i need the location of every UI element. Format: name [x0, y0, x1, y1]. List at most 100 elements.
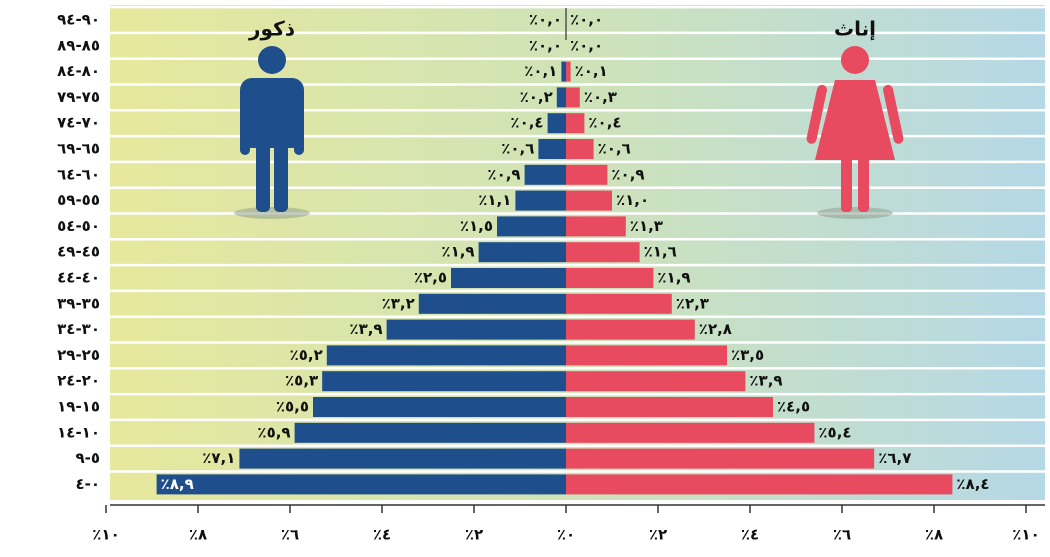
value-label: ٪١,٥ [460, 217, 493, 235]
value-label: ٪٧,١ [202, 449, 235, 467]
age-label: ٨٤-٨٠ [57, 62, 100, 80]
bar [566, 371, 746, 392]
bar [313, 397, 566, 417]
bar [566, 139, 594, 159]
x-tick-label: ٪٨ [189, 526, 207, 544]
age-label: ٥٩-٥٥ [57, 191, 100, 209]
age-label: ٩٤-٩٠ [57, 11, 100, 29]
value-label: ٪١,٣ [630, 217, 663, 235]
value-label: ٪٠,١ [524, 62, 557, 80]
age-label: ٧٩-٧٥ [57, 88, 100, 106]
bar [566, 216, 626, 237]
bar [566, 268, 654, 288]
value-label: ٪٠,٩ [487, 165, 520, 183]
x-tick-label: ٪٤ [373, 526, 391, 544]
bar [326, 345, 566, 366]
bar [478, 242, 566, 263]
value-label: ٪٣,٢ [382, 294, 415, 312]
x-tick-label: ٪٤ [741, 526, 759, 544]
bar [497, 216, 566, 237]
age-label: ٩-٥ [75, 449, 100, 467]
male-icon [234, 46, 310, 219]
x-tick-label: ٪١٠ [92, 526, 119, 544]
value-label: ٪٥,٣ [285, 372, 318, 390]
bar [556, 87, 566, 108]
age-label: ٤٤-٤٠ [57, 269, 100, 287]
age-label: ٨٩-٨٥ [57, 36, 100, 54]
value-label: ٪٣,٩ [749, 372, 782, 390]
bar [566, 319, 695, 340]
value-label: ٪٦,٧ [878, 449, 911, 467]
bar [156, 474, 566, 495]
value-label: ٪٠,٤ [510, 114, 543, 132]
value-label: ٪٠,٣ [584, 88, 617, 106]
bar [451, 268, 566, 288]
value-label: ٪٠,٦ [598, 140, 631, 158]
value-label: ٪٥,٤ [818, 423, 851, 441]
x-tick-label: ٪٦ [281, 526, 299, 544]
bar [566, 164, 608, 185]
bar [566, 345, 727, 366]
value-label: ٪١,٩ [657, 269, 690, 287]
age-label: ٢٤-٢٠ [57, 372, 100, 390]
bar [239, 448, 566, 469]
bar [294, 422, 566, 443]
age-label: ١٩-١٥ [57, 398, 100, 416]
female-title: إناث [834, 17, 876, 41]
female-icon [806, 46, 904, 219]
value-label: ٪٠,٠ [570, 11, 603, 29]
x-tick-label: ٪٠ [557, 526, 575, 544]
bar [566, 422, 815, 443]
bar [547, 113, 566, 134]
x-tick-label: ٪١٠ [1012, 526, 1039, 544]
bar [515, 190, 566, 211]
age-label: ٣٤-٣٠ [57, 320, 100, 338]
bar [566, 242, 640, 263]
age-label: ٦٩-٦٥ [57, 140, 100, 158]
bar [566, 293, 672, 314]
value-label: ٪١,١ [478, 191, 511, 209]
value-label: ٪٠,١ [575, 62, 608, 80]
value-label: ٪٠,٠ [529, 11, 562, 29]
value-label: ٪٠,٢ [520, 88, 553, 106]
bar [566, 448, 875, 469]
value-label: ٪٨,٩ [161, 475, 194, 493]
x-tick-label: ٪٢ [649, 526, 667, 544]
x-tick-label: ٪٢ [465, 526, 483, 544]
value-label: ٪٠,٤ [588, 114, 621, 132]
value-label: ٪٥,٩ [257, 423, 290, 441]
value-label: ٪٨,٤ [956, 475, 989, 493]
age-label: ١٤-١٠ [57, 423, 100, 441]
bar [322, 371, 566, 392]
bar [566, 87, 580, 108]
age-label: ٦٤-٦٠ [57, 165, 100, 183]
age-label: ٥٤-٥٠ [57, 217, 100, 235]
value-label: ٪١,٦ [644, 243, 677, 261]
x-tick-label: ٪٨ [925, 526, 943, 544]
value-label: ٪٠,٠ [570, 36, 603, 54]
age-label: ٤-٠ [75, 475, 100, 493]
bar [538, 139, 566, 159]
value-label: ٪١,٠ [616, 191, 649, 209]
value-label: ٪٥,٢ [290, 346, 323, 364]
age-label: ٢٩-٢٥ [57, 346, 100, 364]
bar [386, 319, 566, 340]
value-label: ٪٢,٥ [414, 269, 447, 287]
bar [566, 190, 612, 211]
value-label: ٪٠,٩ [611, 165, 644, 183]
bar [418, 293, 566, 314]
value-label: ٪٢,٨ [699, 320, 732, 338]
bar [566, 61, 571, 82]
value-label: ٪٠,٦ [501, 140, 534, 158]
value-label: ٪٠,٠ [529, 36, 562, 54]
bar [566, 474, 953, 495]
value-label: ٪٣,٥ [731, 346, 764, 364]
age-label: ٤٩-٤٥ [57, 243, 100, 261]
bar [561, 61, 566, 82]
bar [524, 164, 566, 185]
value-label: ٪٤,٥ [777, 398, 810, 416]
age-label: ٣٩-٣٥ [57, 294, 100, 312]
age-label: ٧٤-٧٠ [57, 114, 100, 132]
value-label: ٪٢,٣ [676, 294, 709, 312]
